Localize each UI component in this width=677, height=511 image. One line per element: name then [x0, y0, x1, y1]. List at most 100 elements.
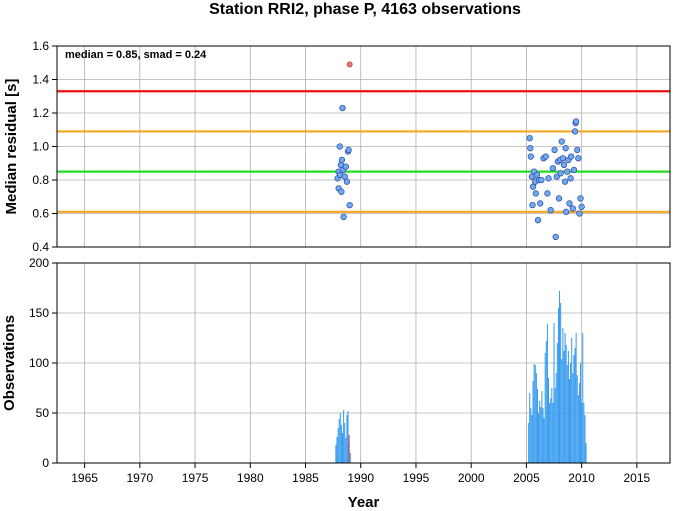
residual-y-tick-label: 0.6 — [32, 207, 49, 221]
residual-point — [572, 118, 580, 125]
residual-y-tick-label: 1.4 — [32, 73, 49, 87]
observation-bar — [529, 393, 531, 463]
observation-bar — [575, 333, 577, 463]
residual-point — [526, 134, 533, 142]
observation-bar — [572, 373, 574, 463]
residual-point — [339, 104, 346, 112]
observation-bar — [530, 408, 532, 463]
residual-point — [557, 170, 564, 177]
observation-bar — [340, 425, 342, 463]
residual-point — [570, 166, 578, 174]
observation-bar — [536, 389, 538, 463]
observation-bar — [562, 328, 564, 463]
observation-bar — [568, 379, 570, 463]
observation-bar — [550, 398, 552, 463]
observation-bar — [345, 438, 347, 463]
observation-bar — [339, 413, 341, 463]
observation-bar — [553, 323, 555, 463]
observation-bar — [531, 415, 533, 463]
residual-point — [561, 178, 569, 185]
residual-point — [563, 208, 570, 215]
observation-bar — [549, 403, 551, 463]
observation-bar — [535, 373, 537, 463]
observations-y-tick-label: 0 — [42, 456, 49, 470]
residual-panel: 0.4 0.6 0.8 1.0 1.2 1.4 1.6 median = 0.85, sma… — [3, 39, 671, 254]
observation-bar — [338, 419, 340, 463]
year-x-tick-label: 2005 — [513, 471, 540, 485]
residual-point — [576, 210, 583, 217]
observation-bar — [577, 395, 579, 463]
residual-point — [529, 201, 536, 209]
observation-bar — [344, 423, 346, 463]
residual-point — [534, 217, 542, 224]
highlight-bar — [348, 435, 350, 463]
observation-bar — [539, 401, 541, 463]
observation-bar — [335, 445, 337, 463]
residual-y-tick-label: 1.2 — [32, 106, 49, 120]
observation-bar — [564, 333, 566, 463]
observation-bar — [567, 351, 569, 463]
observation-bar — [571, 338, 573, 463]
year-x-tick-label: 1970 — [126, 471, 153, 485]
observation-bar — [581, 403, 583, 463]
residual-point — [566, 200, 573, 207]
residual-y-ticks: 0.4 0.6 0.8 1.0 1.2 1.4 1.6 — [32, 39, 57, 254]
observation-bar — [540, 407, 542, 463]
residual-point — [564, 168, 571, 175]
residual-point — [336, 143, 343, 150]
observation-bar — [552, 403, 554, 463]
observation-bar — [533, 364, 535, 463]
year-x-tick-label: 2015 — [624, 471, 651, 485]
observation-bar — [528, 423, 530, 463]
observation-bar — [563, 351, 565, 463]
residual-point — [575, 155, 582, 162]
observation-bar — [566, 365, 568, 463]
observation-bar — [585, 443, 587, 463]
chart-title: Station RRI2, phase P, 4163 observations — [209, 1, 521, 18]
year-x-tick-label: 2010 — [568, 471, 595, 485]
observation-bar — [582, 333, 584, 463]
residual-point — [338, 188, 345, 195]
residual-point — [571, 128, 579, 135]
year-x-tick-label: 1980 — [237, 471, 264, 485]
observations-y-tick-label: 150 — [29, 306, 49, 320]
residual-point — [538, 176, 545, 184]
residual-point — [560, 161, 568, 169]
residual-point — [567, 153, 575, 160]
year-x-tick-label: 1990 — [347, 471, 374, 485]
residual-point — [569, 205, 576, 212]
residual-point — [552, 233, 559, 241]
observation-bar — [347, 411, 349, 463]
observation-bar — [556, 343, 558, 463]
observation-bar — [342, 433, 344, 463]
observations-y-tick-label: 50 — [36, 406, 50, 420]
residual-points — [334, 61, 585, 241]
residual-point — [578, 203, 585, 210]
observation-bar — [337, 428, 339, 463]
observations-y-ticks: 0 50 100 150 200 — [29, 256, 57, 470]
observation-bar — [336, 437, 338, 463]
residual-y-tick-label: 0.4 — [32, 240, 49, 254]
observation-bar — [343, 410, 345, 463]
observation-bars — [335, 291, 587, 463]
observation-bar — [555, 373, 557, 463]
observations-y-axis-label: Observations — [1, 315, 18, 411]
residual-point — [527, 153, 534, 160]
observation-bar — [534, 365, 536, 463]
year-x-ticks: 1965 1970 1975 1980 1985 1990 1995 2000 2005 2010… — [71, 463, 651, 485]
residual-point — [549, 165, 557, 172]
residual-point — [527, 145, 534, 152]
observation-bar — [532, 381, 534, 463]
observation-bar — [574, 348, 576, 463]
observation-bar — [557, 308, 559, 463]
residual-point — [567, 175, 574, 182]
residual-grid — [57, 45, 670, 248]
residual-point — [547, 206, 554, 214]
observation-bar — [548, 378, 550, 463]
observation-bar — [573, 355, 575, 463]
observation-bar — [541, 391, 543, 463]
residual-point — [345, 146, 352, 154]
observation-bar — [554, 388, 556, 463]
year-x-tick-label: 2000 — [458, 471, 485, 485]
